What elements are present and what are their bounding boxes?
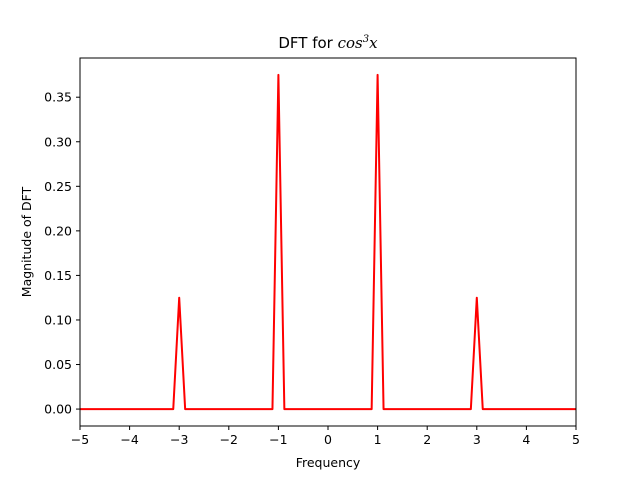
x-tick-label: 3 bbox=[473, 432, 481, 447]
x-tick-label: 1 bbox=[374, 432, 382, 447]
y-tick-label: 0.35 bbox=[44, 90, 72, 105]
y-axis-label: Magnitude of DFT bbox=[19, 186, 34, 297]
x-tick-label: 2 bbox=[423, 432, 431, 447]
chart-title-text: DFT for bbox=[278, 34, 337, 52]
x-tick-label: 5 bbox=[572, 432, 580, 447]
x-tick-label: 0 bbox=[324, 432, 332, 447]
x-axis-label: Frequency bbox=[296, 455, 361, 470]
y-tick-label: 0.30 bbox=[44, 134, 72, 149]
x-tick-label: −5 bbox=[71, 432, 89, 447]
x-tick-label: −4 bbox=[120, 432, 138, 447]
series-line-0 bbox=[80, 73, 576, 411]
y-tick-label: 0.20 bbox=[44, 223, 72, 238]
y-tick-label: 0.25 bbox=[44, 179, 72, 194]
x-tick-label: −1 bbox=[269, 432, 287, 447]
x-tick-label: −3 bbox=[170, 432, 188, 447]
chart-title-math-exponent: 3 bbox=[363, 34, 369, 45]
chart-title: DFT for cos3x bbox=[278, 34, 378, 52]
y-tick-label: 0.15 bbox=[44, 268, 72, 283]
chart-title-math-base: cos bbox=[338, 34, 363, 52]
chart-title-math-variable: x bbox=[369, 34, 378, 52]
plot-area: −5 −4 −3 −2 −1 0 1 2 3 4 5 0.00 0.05 0.10 0.15 0.20 0.25… bbox=[44, 57, 580, 447]
y-tick-label: 0.05 bbox=[44, 357, 72, 372]
x-tick-label: −2 bbox=[220, 432, 238, 447]
x-tick-label: 4 bbox=[522, 432, 530, 447]
y-tick-label: 0.00 bbox=[44, 402, 72, 417]
y-tick-label: 0.10 bbox=[44, 312, 72, 327]
